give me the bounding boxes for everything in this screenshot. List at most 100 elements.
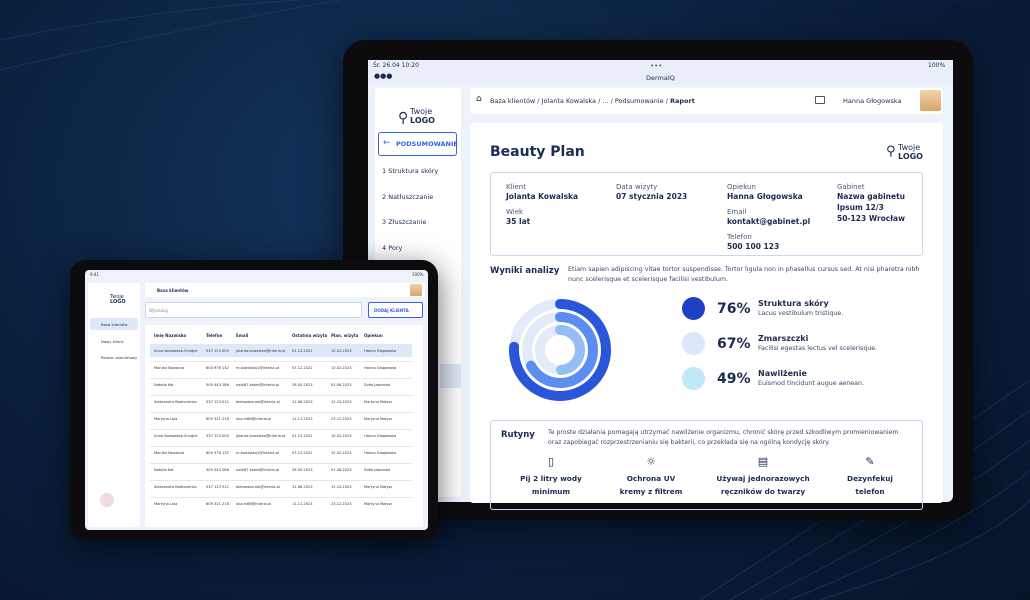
table-cell: Hanna Głogowska [364, 434, 397, 438]
routine-icon: ▯ [547, 455, 555, 468]
routines-box [490, 420, 923, 510]
table-header: Telefon [206, 333, 223, 338]
row-divider [150, 463, 412, 464]
routine-subtitle: telefon [855, 487, 885, 496]
info-label: Telefon [727, 233, 752, 241]
table-header: Imię Nazwisko [154, 333, 187, 338]
report-logo-line1: Twoje [898, 143, 921, 152]
row-divider [150, 395, 412, 396]
table-cell: 11.11.2023 [292, 417, 313, 421]
table-cell: Martyna Małysz [364, 485, 393, 489]
ring-arc [522, 312, 598, 388]
logo-icon: ⚲ [398, 110, 409, 126]
table-cell: 609 321 218 [206, 502, 229, 506]
table-cell: Zofia Jaworska [364, 383, 391, 387]
more-dots: ••• [650, 62, 663, 70]
table-cell: Anna Kozłowska-Śmigiel [154, 434, 198, 438]
info-value: Nazwa gabinetu Ipsum 12/3 50-123 Wrocław [837, 192, 906, 223]
routine-subtitle: minimum [531, 487, 571, 496]
ring-arc [535, 325, 585, 375]
analysis-title: Wyniki analizy [490, 266, 560, 276]
report-title: Beauty Plan [490, 144, 585, 160]
report-logo: Twoje LOGO [898, 143, 923, 161]
row-divider [150, 361, 412, 362]
table-cell: Martyna Lola [154, 502, 178, 506]
routine-title: Pij 2 litry wody [520, 474, 582, 483]
ring-arc [509, 299, 611, 401]
table-cell: m.kowalska1@interia.pl [236, 366, 279, 370]
table-cell: 505 443 286 [206, 383, 229, 387]
add-button[interactable] [368, 302, 423, 318]
table-cell: 01.06.2023 [331, 468, 352, 472]
report-logo-line2: LOGO [898, 152, 923, 161]
flag-icon [815, 96, 825, 104]
breadcrumb: Baza klientów / Jolanta Kowalska / ... /… [490, 97, 695, 105]
back-arrow: ← [383, 138, 391, 148]
table-cell: 11.06.2023 [292, 485, 313, 489]
routine-subtitle: kremy z filtrem [619, 487, 683, 496]
small-logo: Twoje LOGO [110, 295, 126, 305]
table-cell: Monika Nowacka [154, 366, 185, 370]
info-label: Opiekun [727, 183, 756, 191]
battery: 100% [928, 62, 946, 69]
table-cell: 600 976 132 [206, 366, 229, 370]
small-menu-item: Nowy klient [101, 339, 124, 344]
table-cell: natk87.kotek@interia.pl [236, 468, 280, 472]
search-field[interactable] [145, 302, 362, 318]
metric-icon [682, 297, 705, 320]
small-status-time: 9:41 [90, 272, 99, 277]
table-cell: 537 123 000 [206, 434, 229, 438]
info-value: kontakt@gabinet.pl [727, 217, 811, 226]
routines-text: Te proste działania pomagają utrzymać na… [548, 429, 899, 446]
table-cell: 07.12.2022 [292, 451, 313, 455]
table-cell: Hanna Głogowska [364, 366, 397, 370]
analysis-text: Etiam sapien adipiscing vitae tortor sus… [568, 266, 920, 283]
info-value: 500 100 123 [727, 242, 780, 251]
app-name: DermaIQ [646, 74, 675, 82]
table-cell: natk87.kotek@interia.pl [236, 383, 280, 387]
routine-icon: ☼ [646, 455, 656, 468]
row-divider [150, 480, 412, 481]
back-button-label: PODSUMOWANIE [396, 140, 458, 148]
table-cell: 23.12.2023 [331, 502, 352, 506]
row-divider [150, 497, 412, 498]
table-cell: Natalia Kot [154, 383, 174, 387]
user-name: Hanna Głogowska [843, 97, 902, 105]
table-cell: 600 976 132 [206, 451, 229, 455]
info-label: Data wizyty [616, 183, 658, 191]
table-cell: Martyna Małysz [364, 417, 393, 421]
logo-line1: Twoje [410, 107, 433, 116]
table-cell: 11.11.2023 [292, 502, 313, 506]
table-cell: 537 123 512 [206, 485, 229, 489]
metric-name: Struktura skóry [758, 299, 829, 308]
table-cell: jolanta.kowalska@interia.pl [236, 349, 286, 353]
menu-item: 3 Złuszczanie [382, 218, 427, 226]
row-divider [150, 429, 412, 430]
logo: Twoje LOGO [410, 107, 435, 125]
metric-name: Zmarszczki [758, 334, 809, 343]
table-cell: Aleksandra Bodnarenko [154, 485, 197, 489]
table-cell: bielowska.ola@interia.pl [236, 400, 280, 404]
brand-badge [100, 493, 114, 507]
table-cell: 15.02.2023 [331, 451, 352, 455]
table-cell: 15.02.2023 [331, 366, 352, 370]
info-value: Jolanta Kowalska [506, 192, 579, 201]
row-divider [150, 412, 412, 413]
selected-row [150, 344, 412, 357]
info-value: 07 stycznia 2023 [616, 192, 688, 201]
table-cell: Martyna Małysz [364, 400, 393, 404]
table-cell: 01.12.2022 [292, 349, 313, 353]
small-battery: 100% [412, 272, 424, 277]
routine-title: Ochrona UV [626, 474, 676, 483]
back-button[interactable] [378, 132, 457, 156]
report-card [470, 123, 943, 503]
table-cell: lola.m86@interia.pl [236, 417, 272, 421]
table-cell: 15.10.2023 [331, 485, 352, 489]
table-cell: jolanta.kowalska@interia.pl [236, 434, 286, 438]
table-cell: 26.05.2023 [292, 468, 313, 472]
table-cell: 07.12.2022 [292, 366, 313, 370]
table-cell: 505 443 286 [206, 468, 229, 472]
table-cell: Natalia Kot [154, 468, 174, 472]
small-logo-line2: LOGO [110, 299, 126, 305]
table-cell: Aleksandra Bodnarenko [154, 400, 197, 404]
